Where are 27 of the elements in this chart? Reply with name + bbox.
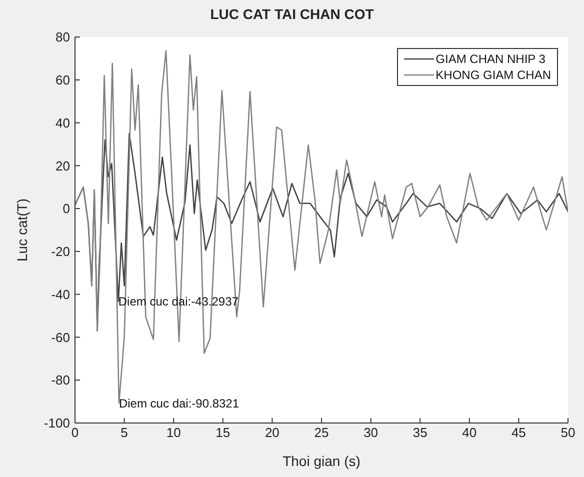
y-tick-label: -100 (44, 416, 70, 431)
legend-label: GIAM CHAN NHIP 3 (436, 51, 546, 67)
y-tick-label: -40 (51, 286, 70, 302)
x-axis-title: Thoi gian (s) (282, 453, 362, 469)
x-tick-label: 50 (560, 425, 576, 440)
legend-label: KHONG GIAM CHAN (436, 67, 551, 83)
y-tick-label: 60 (56, 72, 70, 88)
y-tick-label: 80 (56, 30, 70, 45)
annotation: Diem cuc dai:-43.2937 (118, 294, 239, 309)
chart-title: LUC CAT TAI CHAN COT (209, 6, 375, 22)
x-tick-label: 10 (166, 425, 181, 440)
annotation: Diem cuc dai:-90.8321 (118, 396, 240, 411)
y-tick-label: -20 (51, 244, 70, 260)
x-tick-label: 25 (314, 425, 329, 440)
y-tick-label: -60 (51, 330, 70, 345)
y-axis-title: Luc cat(T) (14, 198, 30, 262)
x-tick-label: 20 (264, 425, 280, 440)
x-tick-label: 35 (412, 425, 428, 440)
y-tick-label: 20 (56, 158, 70, 174)
x-tick-label: 5 (120, 425, 128, 440)
x-tick-label: 40 (462, 425, 477, 440)
x-tick-label: 30 (364, 425, 378, 440)
y-tick-label: 40 (56, 115, 70, 130)
x-tick-label: 15 (216, 425, 230, 440)
y-tick-label: -80 (51, 372, 70, 388)
x-tick-label: 45 (511, 425, 526, 440)
y-tick-label: 0 (62, 201, 70, 216)
